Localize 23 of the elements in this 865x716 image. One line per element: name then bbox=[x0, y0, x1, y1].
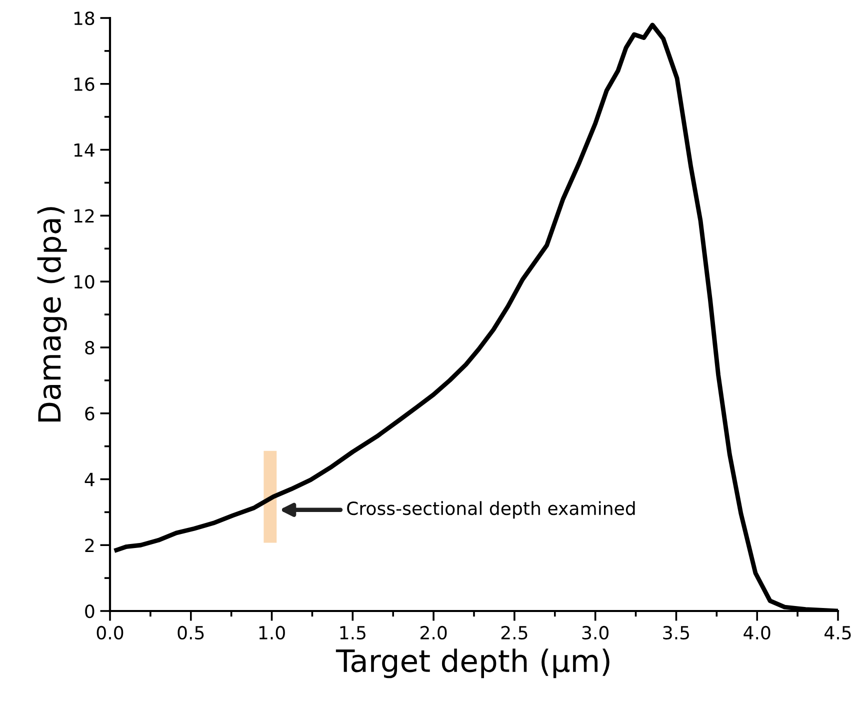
y-tick-label: 14 bbox=[74, 143, 94, 157]
y-tick-label: 18 bbox=[74, 11, 94, 26]
annotation: Cross-sectional depth examined bbox=[347, 501, 635, 519]
y-tick-label: 12 bbox=[74, 209, 94, 223]
x-tick-label: 3.0 bbox=[582, 626, 608, 640]
y-tick-label: 2 bbox=[85, 538, 94, 552]
x-axis-title: Target depth (μm) bbox=[336, 648, 610, 678]
x-tick-label: 2.0 bbox=[420, 626, 447, 640]
y-tick-label: 4 bbox=[84, 472, 94, 486]
y-tick-label: 10 bbox=[74, 275, 94, 289]
y-tick-label: 0 bbox=[85, 604, 94, 618]
y-axis-title: Damage (dpa) bbox=[37, 207, 67, 422]
x-tick-label: 2.5 bbox=[501, 626, 528, 640]
y-tick-label: 16 bbox=[74, 77, 94, 92]
y-tick-label: 6 bbox=[85, 406, 94, 420]
x-tick-label: 0.5 bbox=[178, 626, 204, 640]
x-tick-label: 0.0 bbox=[96, 626, 124, 640]
x-tick-label: 3.5 bbox=[663, 626, 690, 640]
y-tick-label: 8 bbox=[85, 340, 94, 355]
x-tick-label: 4.5 bbox=[824, 626, 851, 640]
x-tick-label: 1.5 bbox=[340, 626, 366, 640]
x-tick-label: 4.0 bbox=[744, 626, 770, 640]
x-tick-label: 1.0 bbox=[259, 626, 285, 640]
